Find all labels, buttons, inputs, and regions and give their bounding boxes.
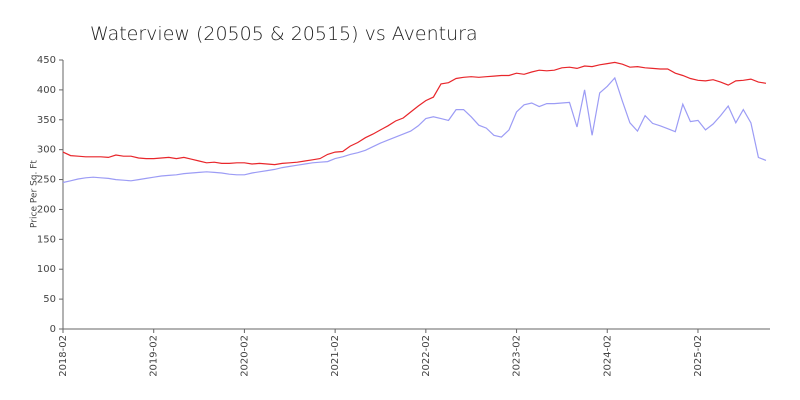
- x-tick-label: 2022-02: [421, 335, 432, 377]
- y-tick-label: 50: [43, 294, 56, 305]
- chart-title: Waterview (20505 & 20515) vs Aventura: [90, 23, 478, 45]
- y-tick-label: 150: [37, 234, 56, 245]
- y-tick-label: 100: [37, 264, 56, 275]
- x-tick-label: 2020-02: [239, 335, 250, 377]
- y-tick-label: 400: [37, 85, 56, 96]
- y-tick-label: 300: [37, 145, 56, 156]
- x-tick-label: 2025-02: [693, 335, 704, 377]
- x-tick-label: 2018-02: [58, 335, 69, 377]
- x-tick-label: 2019-02: [149, 335, 160, 377]
- y-tick-label: 0: [50, 324, 56, 335]
- y-tick-label: 350: [37, 115, 56, 126]
- series-line: [62, 76, 767, 184]
- x-tick-label: 2024-02: [602, 335, 613, 377]
- y-tick-label: 200: [37, 204, 56, 215]
- y-tick-label: 450: [37, 55, 56, 66]
- y-axis-label: Price Per Sq. Ft: [30, 160, 40, 228]
- y-tick-label: 250: [37, 175, 56, 186]
- x-tick-label: 2021-02: [330, 335, 341, 377]
- series-line: [62, 61, 767, 166]
- x-tick-label: 2023-02: [512, 335, 523, 377]
